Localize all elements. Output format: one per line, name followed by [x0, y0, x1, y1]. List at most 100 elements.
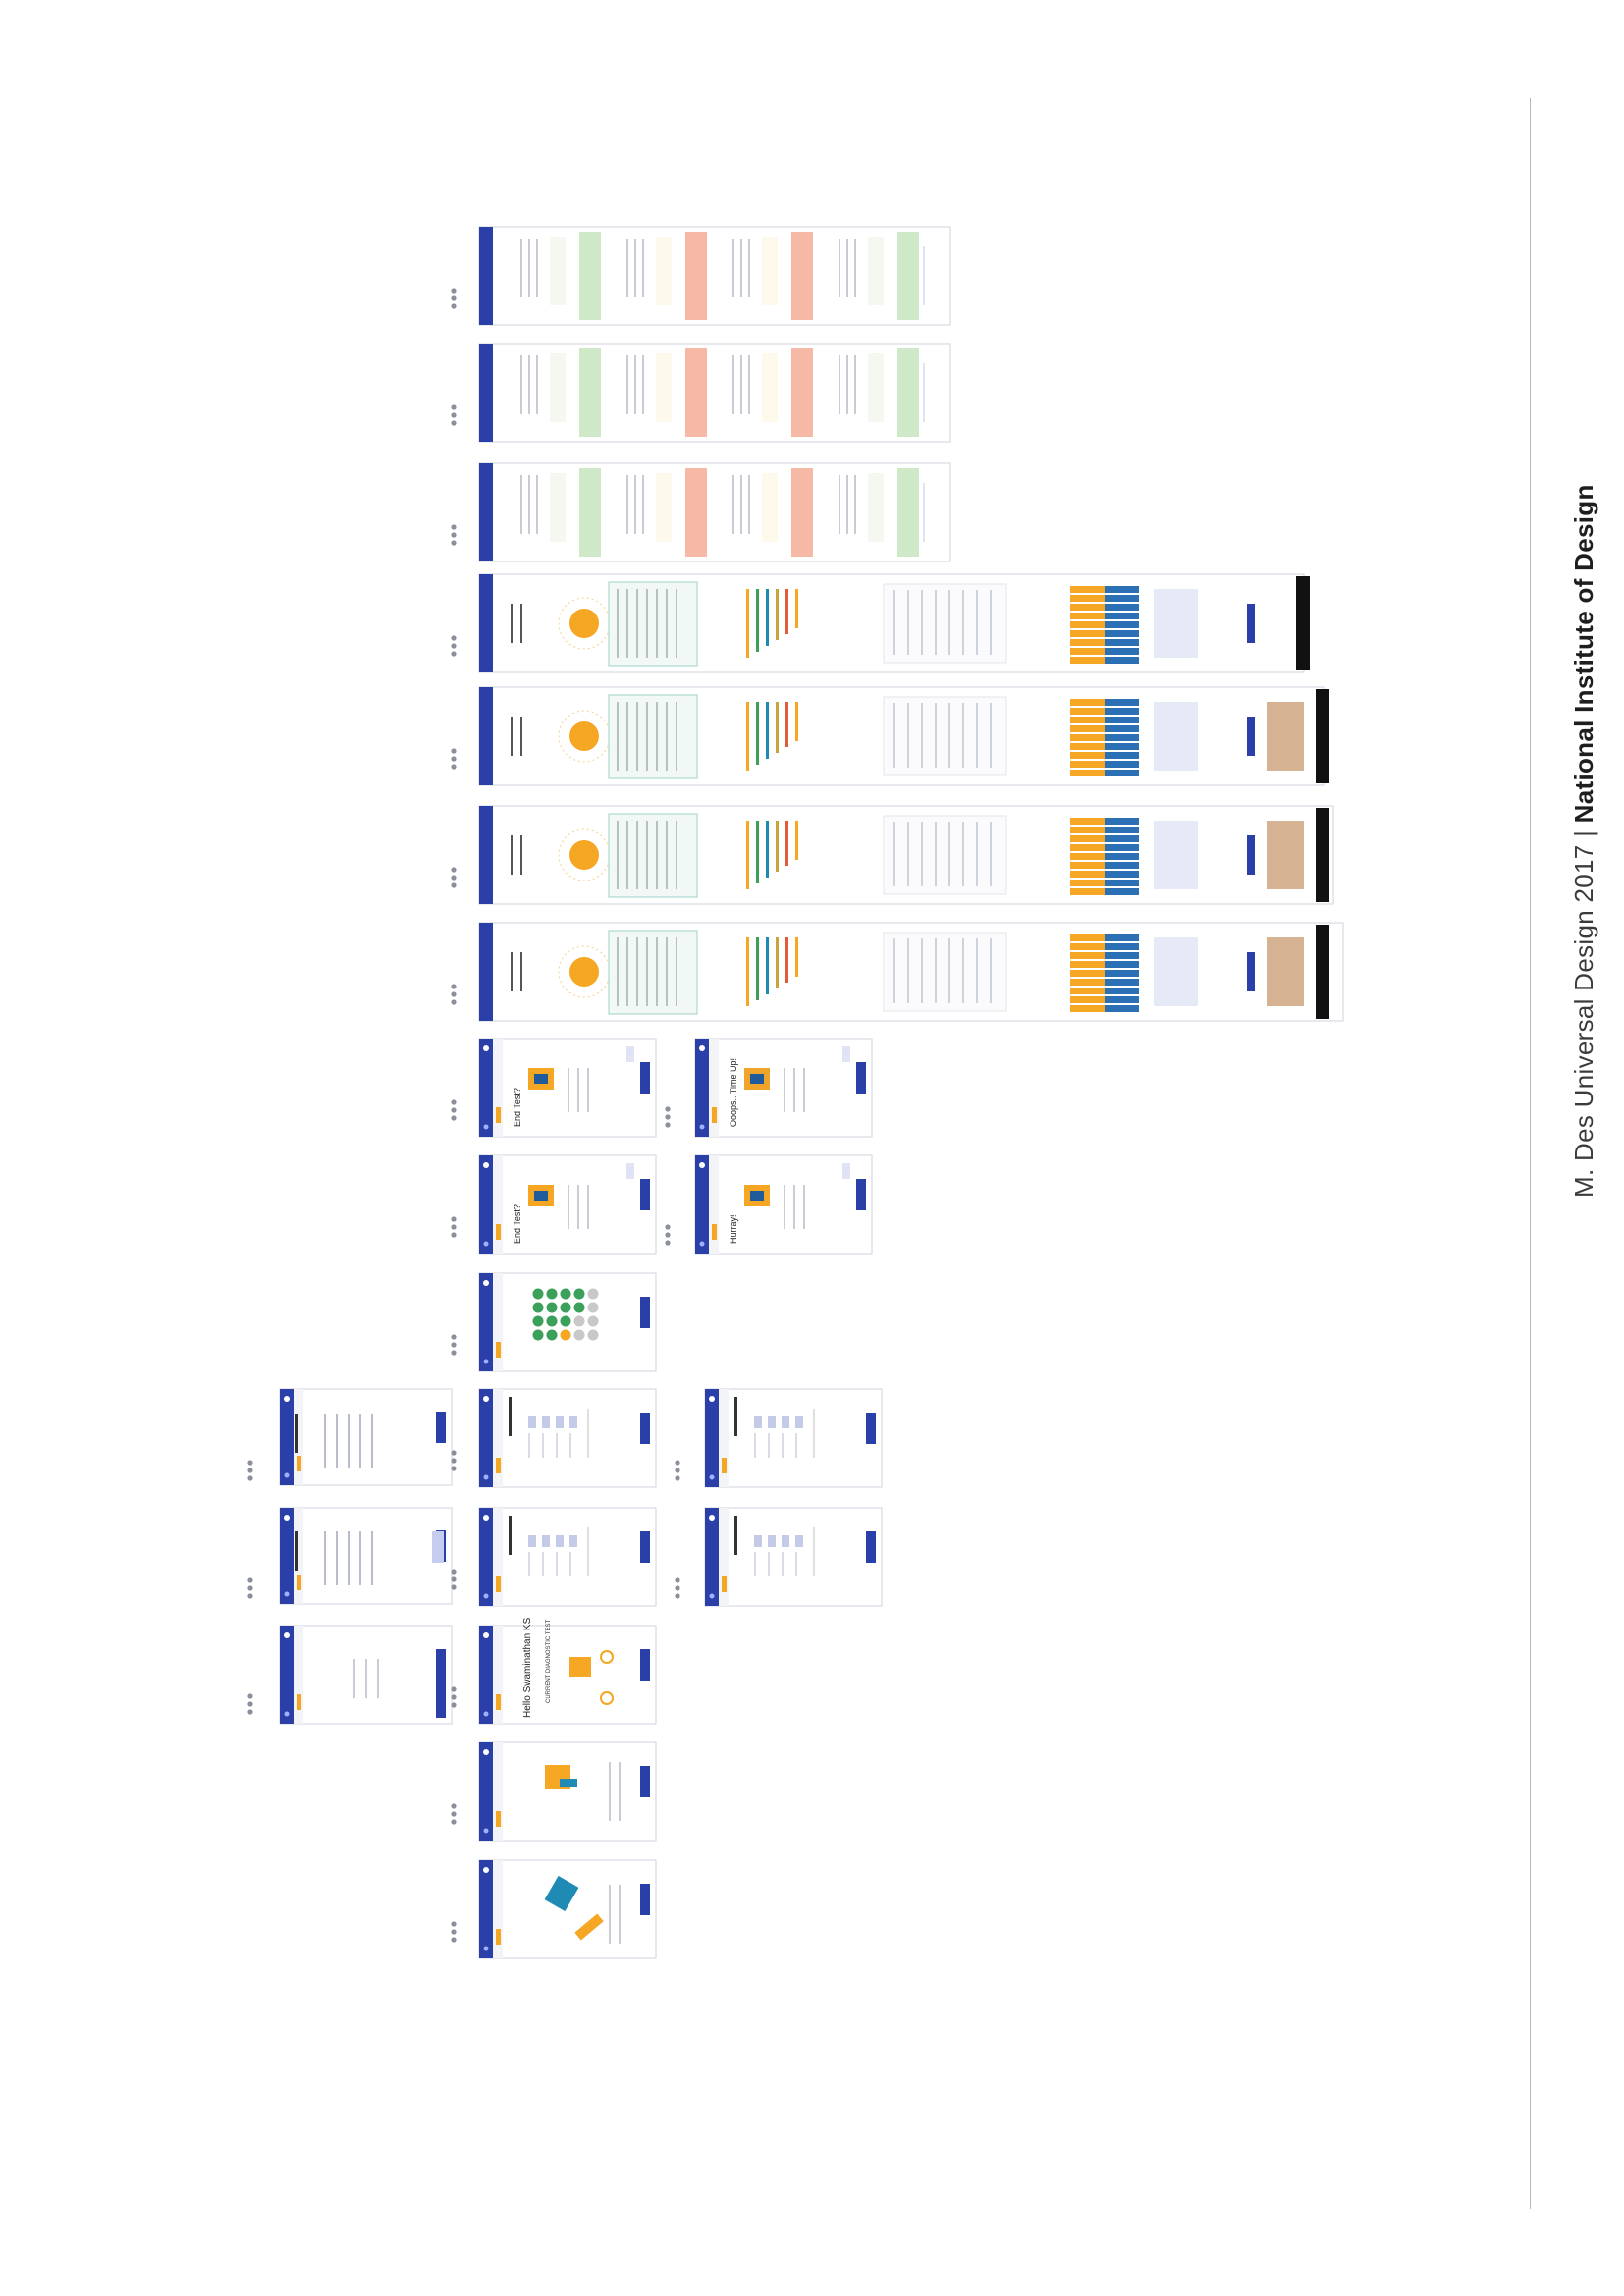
sub-bar	[493, 1273, 503, 1371]
screen-review-2	[478, 343, 951, 443]
dot	[451, 303, 457, 309]
profile-icon	[483, 1124, 489, 1130]
text-line	[587, 1068, 589, 1112]
dot	[451, 1694, 457, 1700]
answer-options	[656, 473, 672, 542]
text-line	[803, 1185, 805, 1229]
text-line	[976, 590, 978, 655]
score-bar	[776, 937, 779, 988]
stat-cell	[1105, 844, 1139, 851]
screen-result-4	[478, 573, 1310, 673]
text-line	[634, 239, 636, 297]
instructions-content	[295, 1414, 444, 1698]
stat-cell	[1070, 988, 1105, 994]
dot	[451, 420, 457, 426]
text-line	[921, 590, 923, 655]
score-bar	[766, 589, 769, 646]
app-bar	[479, 1860, 493, 1958]
profile-icon	[699, 1124, 705, 1130]
text-line	[609, 1885, 611, 1944]
trophy-icon	[569, 609, 599, 638]
app-bar	[479, 806, 493, 904]
dot	[451, 1921, 457, 1927]
text-line	[528, 355, 530, 414]
primary-button	[856, 1179, 866, 1210]
app-bar	[280, 1508, 294, 1604]
app-bar	[479, 463, 493, 561]
note-card	[1154, 821, 1198, 889]
score-bar	[766, 937, 769, 994]
text-line	[336, 1531, 338, 1585]
text-line	[976, 703, 978, 768]
menu-icon	[483, 1515, 489, 1521]
dot	[451, 1702, 457, 1708]
dot	[451, 524, 457, 530]
text-line	[577, 1068, 579, 1112]
stat-cell	[1105, 604, 1139, 611]
dot	[451, 532, 457, 538]
hello-content: Hello Swaminathan KS CURRENT DIAGNOSTIC T…	[522, 1617, 614, 1718]
logo-icon	[496, 1342, 501, 1358]
answer-options	[868, 473, 884, 542]
text-line	[626, 475, 628, 534]
question-content	[509, 1397, 589, 1458]
stat-cell	[1105, 761, 1139, 768]
score-bar	[746, 589, 749, 658]
note-card	[1154, 702, 1198, 771]
screen-instructions-a	[279, 1388, 453, 1486]
stat-cell	[1070, 871, 1105, 878]
text-line	[907, 590, 909, 655]
text-line	[587, 1185, 589, 1229]
student-photo	[1267, 937, 1304, 1006]
ellipsis-icon	[247, 1693, 253, 1715]
score-bar	[785, 589, 788, 634]
profile-icon	[483, 1359, 489, 1364]
menu-icon	[709, 1396, 715, 1402]
screen-review-1	[478, 462, 951, 562]
score-bar	[746, 821, 749, 889]
score-bar	[785, 702, 788, 747]
disabled-button	[432, 1531, 444, 1563]
primary-button	[640, 1649, 650, 1681]
splash-art	[544, 1762, 621, 1944]
text-line	[740, 475, 742, 534]
stat-cell	[1105, 996, 1139, 1003]
screen-question-d	[704, 1388, 883, 1488]
stat-cell	[1105, 871, 1139, 878]
primary-button	[640, 1766, 650, 1797]
ellipsis-icon	[451, 1216, 457, 1238]
stat-cell	[1105, 979, 1139, 986]
stat-cell	[1105, 699, 1139, 706]
ellipsis-icon	[451, 867, 457, 888]
text-line	[520, 717, 522, 756]
option-box	[768, 1416, 776, 1428]
ellipsis-icon	[451, 404, 457, 426]
screen-splash-a	[478, 1859, 657, 1959]
student-photo	[1267, 702, 1304, 771]
stat-cell	[1105, 621, 1139, 628]
end-title: Hurray!	[729, 1214, 738, 1244]
dot	[451, 1819, 457, 1825]
text-line	[626, 239, 628, 297]
profile-icon	[483, 1474, 489, 1480]
score-bar	[756, 589, 759, 652]
text-line	[577, 1185, 579, 1229]
topic-table	[883, 583, 1007, 664]
dot	[451, 1466, 457, 1471]
dot	[665, 1106, 671, 1112]
sub-bar	[493, 1155, 503, 1254]
sub-bar	[719, 1389, 729, 1487]
text-line	[676, 937, 677, 1006]
logo-icon	[297, 1575, 301, 1590]
stat-cell	[1105, 862, 1139, 869]
text-line	[528, 1433, 530, 1458]
primary-button	[856, 1062, 866, 1094]
text-line	[839, 239, 840, 297]
text-line	[676, 589, 677, 658]
divider	[923, 246, 925, 305]
explanation-card	[685, 468, 707, 557]
text-line	[348, 1414, 350, 1468]
text-line	[511, 835, 513, 875]
dot	[451, 1099, 457, 1105]
primary-button	[640, 1179, 650, 1210]
